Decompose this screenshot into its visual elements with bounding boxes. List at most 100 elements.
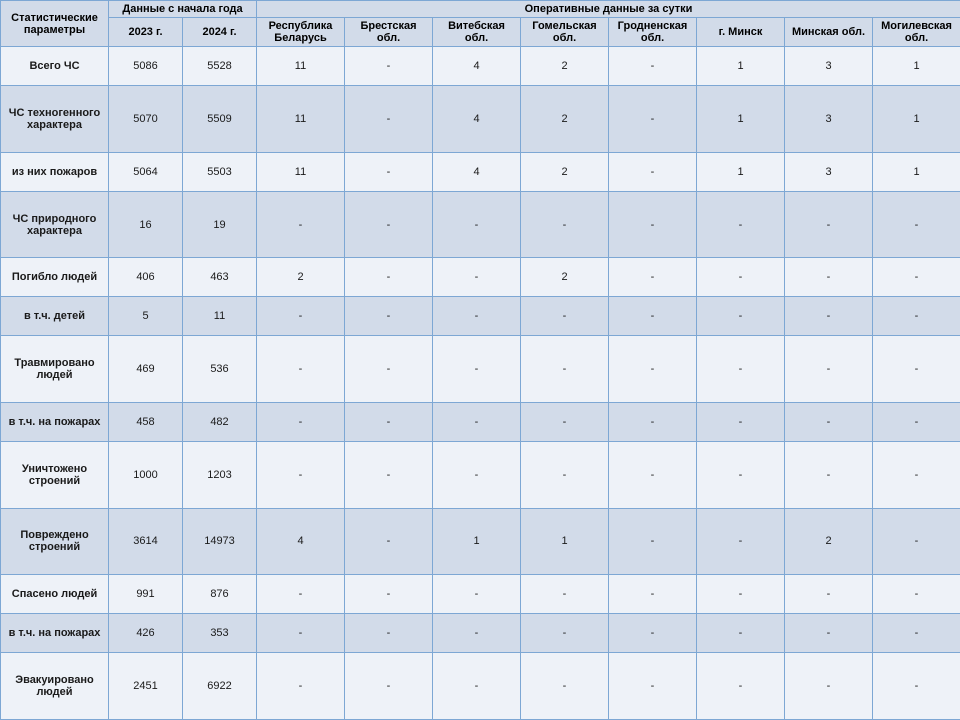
cell-region: - [433,575,521,614]
cell-2023: 5 [109,297,183,336]
cell-region: 1 [521,508,609,575]
cell-region: - [345,258,433,297]
cell-region: 11 [257,47,345,86]
cell-2024: 5509 [183,86,257,153]
cell-region: - [873,614,960,653]
cell-2024: 536 [183,336,257,403]
cell-region: - [873,258,960,297]
hdr-region-4: Гродненская обл. [609,18,697,47]
cell-region: - [609,47,697,86]
cell-region: - [521,297,609,336]
cell-2023: 5064 [109,152,183,191]
table-container: Статистические параметры Данные с начала… [0,0,960,720]
cell-2024: 5528 [183,47,257,86]
table-row: в т.ч. на пожарах458482-------- [1,403,960,442]
cell-region: - [873,575,960,614]
cell-region: - [697,403,785,442]
cell-region: - [521,403,609,442]
cell-2023: 3614 [109,508,183,575]
cell-region: 2 [521,258,609,297]
cell-region: - [345,653,433,720]
row-label: ЧС природного характера [1,191,109,258]
hdr-region-0: Республика Беларусь [257,18,345,47]
table-row: Повреждено строений3614149734-11--2- [1,508,960,575]
table-row: в т.ч. детей511-------- [1,297,960,336]
cell-2024: 19 [183,191,257,258]
table-body: Всего ЧС5086552811-42-131ЧС техногенного… [1,47,960,720]
table-row: из них пожаров5064550311-42-131 [1,152,960,191]
cell-region: - [785,442,873,509]
cell-2023: 406 [109,258,183,297]
table-header: Статистические параметры Данные с начала… [1,1,960,47]
cell-region: - [697,336,785,403]
table-row: Спасено людей991876-------- [1,575,960,614]
cell-region: - [433,297,521,336]
row-label: в т.ч. детей [1,297,109,336]
cell-region: - [521,336,609,403]
stats-table: Статистические параметры Данные с начала… [0,0,960,720]
row-label: Погибло людей [1,258,109,297]
row-label: Эвакуировано людей [1,653,109,720]
row-label: в т.ч. на пожарах [1,614,109,653]
cell-region: - [345,442,433,509]
cell-region: - [873,653,960,720]
hdr-sub-row: 2023 г. 2024 г. Республика БеларусьБрест… [1,18,960,47]
cell-region: 4 [433,47,521,86]
cell-region: - [609,86,697,153]
cell-region: - [433,653,521,720]
cell-region: - [345,403,433,442]
hdr-region-2: Витебская обл. [433,18,521,47]
hdr-2023: 2023 г. [109,18,183,47]
cell-2023: 469 [109,336,183,403]
cell-region: 4 [433,86,521,153]
cell-region: - [257,442,345,509]
cell-region: - [345,508,433,575]
hdr-region-6: Минская обл. [785,18,873,47]
cell-region: 4 [433,152,521,191]
cell-region: - [609,508,697,575]
cell-region: - [609,336,697,403]
cell-region: - [873,508,960,575]
row-label: Травмировано людей [1,336,109,403]
cell-region: - [257,614,345,653]
cell-region: - [345,152,433,191]
cell-region: 2 [785,508,873,575]
cell-region: - [345,47,433,86]
cell-region: 2 [257,258,345,297]
cell-2024: 5503 [183,152,257,191]
table-row: в т.ч. на пожарах426353-------- [1,614,960,653]
cell-region: 1 [873,47,960,86]
cell-region: - [257,575,345,614]
cell-region: 11 [257,152,345,191]
table-row: ЧС природного характера1619-------- [1,191,960,258]
cell-region: - [257,403,345,442]
table-row: Погибло людей4064632--2---- [1,258,960,297]
cell-region: 1 [433,508,521,575]
hdr-region-7: Могилевская обл. [873,18,960,47]
cell-region: - [433,191,521,258]
cell-region: - [609,653,697,720]
cell-region: - [697,442,785,509]
cell-region: - [345,614,433,653]
cell-2024: 482 [183,403,257,442]
cell-region: - [433,336,521,403]
row-label: Спасено людей [1,575,109,614]
cell-2023: 5086 [109,47,183,86]
cell-region: - [697,508,785,575]
cell-2024: 11 [183,297,257,336]
cell-region: 3 [785,47,873,86]
cell-region: - [257,297,345,336]
cell-region: - [257,336,345,403]
cell-region: 3 [785,86,873,153]
cell-region: - [785,575,873,614]
cell-2023: 991 [109,575,183,614]
cell-region: - [521,653,609,720]
hdr-daily-group: Оперативные данные за сутки [257,1,960,18]
cell-region: - [785,191,873,258]
cell-region: - [345,86,433,153]
cell-region: - [609,575,697,614]
cell-region: - [873,297,960,336]
cell-region: - [521,191,609,258]
cell-region: 1 [873,86,960,153]
cell-region: - [697,258,785,297]
